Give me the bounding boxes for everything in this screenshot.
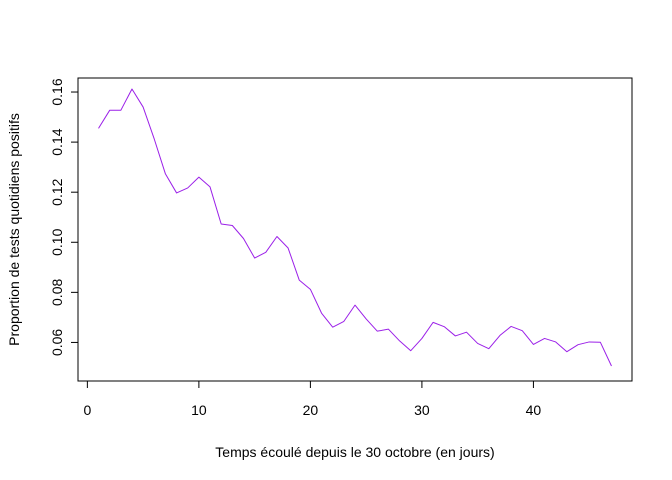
x-tick-label: 30 <box>414 402 430 418</box>
x-tick-label: 40 <box>526 402 542 418</box>
y-tick-label: 0.12 <box>49 178 65 205</box>
x-axis-title: Temps écoulé depuis le 30 octobre (en jo… <box>215 444 494 460</box>
plot-box <box>77 77 633 382</box>
y-tick-label: 0.14 <box>49 128 65 155</box>
y-tick-label: 0.06 <box>49 329 65 356</box>
series-layer <box>98 88 612 367</box>
y-tick-label: 0.08 <box>49 279 65 306</box>
x-axis: 0 10 20 30 40 <box>83 380 542 418</box>
x-tick-label: 0 <box>83 402 91 418</box>
x-tick-label: 10 <box>191 402 207 418</box>
y-axis: 0.06 0.08 0.10 0.12 0.14 0.16 <box>49 78 79 356</box>
y-axis-title: Proportion de tests quotidiens positifs <box>6 113 22 346</box>
x-tick-label: 20 <box>303 402 319 418</box>
series-line <box>98 88 612 367</box>
y-tick-label: 0.10 <box>49 228 65 255</box>
y-tick-label: 0.16 <box>49 78 65 105</box>
